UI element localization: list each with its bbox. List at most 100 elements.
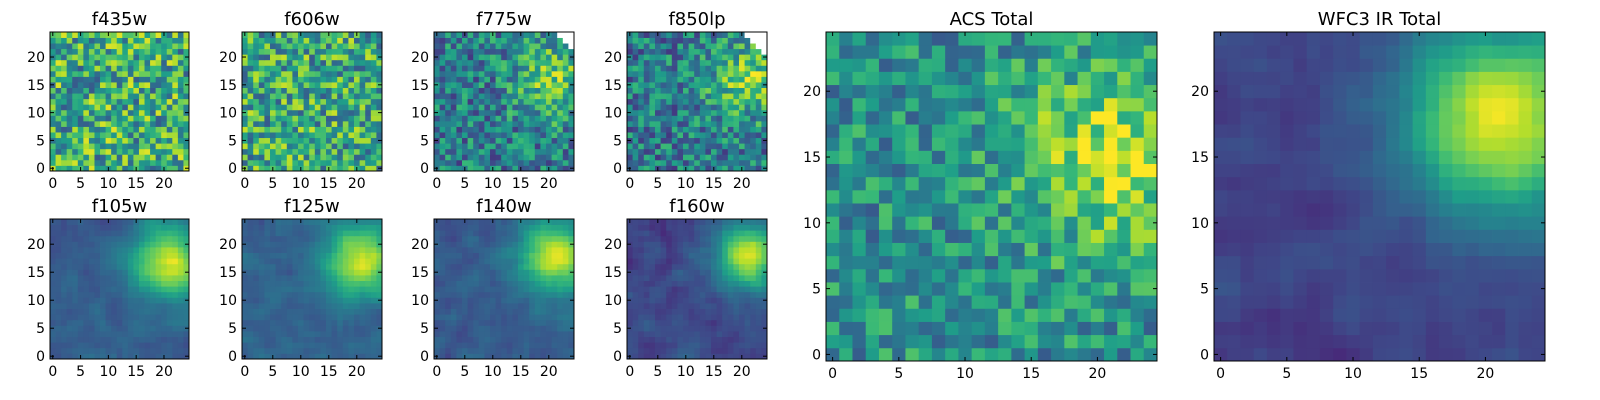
heatmap-cell [303,308,310,315]
heatmap-cell [298,286,304,293]
heatmap-cell [512,297,519,304]
heatmap-cell [467,148,474,155]
heatmap-cell [127,314,134,321]
heatmap-cell [150,76,157,83]
heatmap-cell [116,303,123,309]
heatmap-cell [439,32,446,38]
heatmap-cell [155,247,162,253]
heatmap-cell [88,54,95,61]
heatmap-cell [484,241,491,248]
heatmap-cell [727,109,734,116]
heatmap-cell [337,70,344,77]
heatmap-cell [354,325,360,332]
heatmap-cell [258,275,265,281]
heatmap-cell [326,148,332,155]
heatmap-cell [523,235,530,242]
heatmap-cell [122,319,129,326]
heatmap-cell [632,120,639,127]
heatmap-cell [150,353,157,360]
heatmap-cell [309,48,316,55]
heatmap-cell [434,275,440,281]
heatmap-cell [127,308,134,315]
heatmap-cell [501,269,508,276]
heatmap-cell [688,303,695,309]
heatmap-cell [83,224,90,231]
heatmap-cell [568,291,575,298]
heatmap-cell [727,342,734,349]
heatmap-cell [711,120,717,127]
heatmap-cell [100,247,106,253]
heatmap-cell [66,275,73,281]
heatmap-cell [705,54,712,61]
heatmap-cell [739,132,745,139]
heatmap-cell [434,314,440,321]
heatmap-cell [445,252,452,259]
heatmap-cell [348,104,355,111]
heatmap-cell [314,37,321,44]
heatmap-cell [359,347,366,354]
heatmap-cell [183,143,190,150]
heatmap-cell [450,297,457,304]
heatmap-cell [534,165,541,172]
plot-frame [49,31,190,172]
heatmap-cell [242,59,248,66]
heatmap-cell [694,143,701,150]
heatmap-cell [376,303,383,309]
heatmap-cell [638,104,645,111]
heatmap-cell [495,291,502,298]
heatmap-cell [133,70,140,77]
heatmap-cell [546,43,552,50]
heatmap-cell [694,132,701,139]
heatmap-cell [155,32,162,38]
heatmap-cell [562,297,569,304]
heatmap-cell [699,76,706,83]
heatmap-cell [348,48,355,55]
heatmap-cell [649,65,656,72]
heatmap-cell [309,347,316,354]
heatmap-cell [55,148,62,155]
heatmap-cell [83,48,90,55]
heatmap-cell [439,37,446,44]
heatmap-cell [72,314,79,321]
heatmap-cell [105,43,112,50]
heatmap-cell [111,286,118,293]
heatmap-cell [739,70,745,77]
heatmap-cell [77,82,84,88]
heatmap-cell [337,48,344,55]
heatmap-cell [540,224,547,231]
heatmap-cell [445,65,452,72]
heatmap-cell [445,43,452,50]
heatmap-cell [314,93,321,100]
heatmap-cell [66,230,73,237]
heatmap-cell [177,280,184,287]
heatmap-cell [523,230,530,237]
heatmap-cell [166,325,173,332]
heatmap-cell [155,154,162,161]
heatmap-cell [506,109,513,116]
heatmap-cell [94,353,101,360]
heatmap-cell [303,37,310,44]
heatmap-cell [490,303,496,309]
heatmap-cell [518,154,524,161]
heatmap-cell [55,154,62,161]
heatmap-cell [699,297,706,304]
heatmap-cell [627,314,633,321]
heatmap-cell [326,120,332,127]
heatmap-cell [365,230,372,237]
heatmap-cell [495,37,502,44]
heatmap-cell [467,104,474,111]
heatmap-cell [50,263,56,270]
heatmap-cell [150,252,157,259]
heatmap-cell [337,82,344,88]
heatmap-cell [309,314,316,321]
heatmap-cell [627,120,633,127]
heatmap-cell [456,291,463,298]
heatmap-cell [649,154,656,161]
heatmap-cell [122,230,129,237]
heatmap-cell [275,319,282,326]
heatmap-cell [495,93,502,100]
heatmap-cell [253,104,260,111]
heatmap-cell [677,87,684,94]
heatmap-cell [755,286,762,293]
